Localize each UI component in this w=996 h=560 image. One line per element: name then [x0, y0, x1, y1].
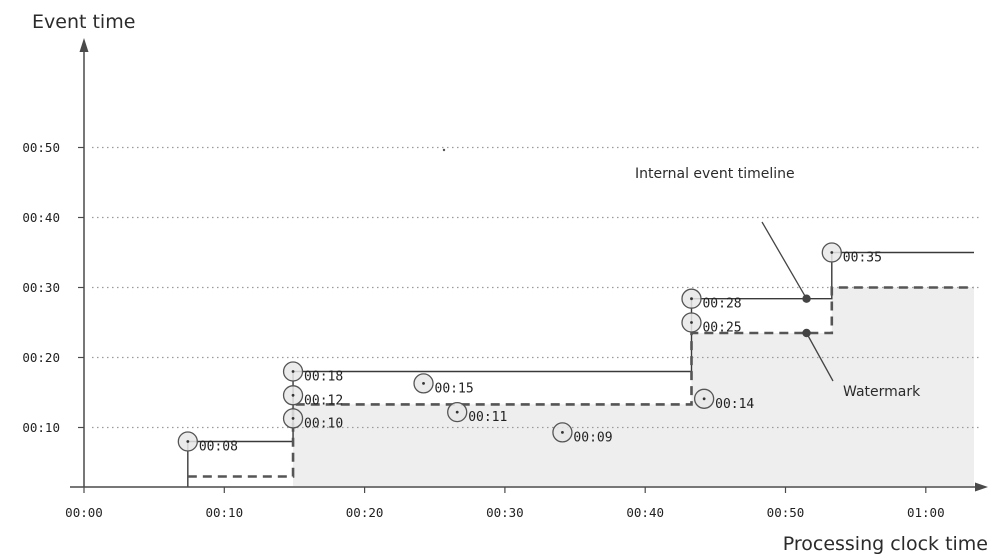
event-point-label: 00:14	[715, 397, 754, 412]
x-axis-title: Processing clock time	[783, 533, 988, 555]
event-point-dot	[291, 417, 295, 420]
x-axis-arrowhead	[975, 482, 988, 492]
event-point-dot	[422, 382, 425, 385]
event-point-dot	[455, 410, 459, 414]
x-tick-label: 01:00	[907, 505, 945, 520]
event-point-dot	[291, 370, 295, 373]
internal-timeline-callout-label: Internal event timeline	[635, 166, 795, 182]
event-point-dot	[186, 440, 190, 443]
x-tick-label: 00:10	[205, 505, 243, 520]
y-axis-arrowhead	[79, 38, 89, 52]
event-point-label: 00:10	[304, 416, 343, 431]
event-point-dot	[690, 321, 693, 324]
x-tick-label: 00:40	[626, 505, 664, 520]
y-tick-label: 00:40	[22, 210, 60, 225]
event-point-dot	[702, 397, 706, 401]
x-tick-label: 00:30	[486, 505, 524, 520]
watermark-callout-dot	[802, 328, 811, 338]
x-tick-label: 00:00	[65, 505, 103, 520]
y-tick-label: 00:20	[22, 350, 60, 365]
x-tick-label: 00:20	[346, 505, 384, 520]
event-point-label: 00:11	[468, 410, 507, 425]
event-point-label: 00:12	[304, 393, 343, 408]
stray-dot	[442, 148, 446, 152]
y-axis-title: Event time	[32, 11, 135, 33]
event-point-label: 00:15	[435, 381, 474, 396]
event-point-label: 00:09	[573, 430, 612, 445]
event-point-label: 00:28	[702, 297, 741, 312]
event-point-dot	[561, 431, 564, 434]
y-tick-label: 00:50	[22, 140, 60, 155]
watermark-callout-line	[805, 332, 834, 382]
internal-timeline-callout-line	[761, 221, 808, 300]
event-point-label: 00:35	[843, 251, 882, 266]
event-point-label: 00:08	[199, 440, 238, 455]
event-point-dot	[291, 393, 295, 397]
y-tick-label: 00:30	[22, 280, 60, 295]
event-point-dot	[690, 297, 693, 301]
watermark-callout-label: Watermark	[843, 384, 921, 400]
event-point-dot	[830, 251, 834, 254]
watermark-shaded-area	[293, 287, 974, 486]
internal-timeline-callout-dot	[802, 294, 811, 303]
y-tick-label: 00:10	[22, 420, 60, 435]
watermark-line	[187, 286, 974, 478]
event-point-label: 00:18	[304, 370, 343, 385]
x-tick-label: 00:50	[767, 505, 805, 520]
event-point-label: 00:25	[702, 321, 741, 336]
